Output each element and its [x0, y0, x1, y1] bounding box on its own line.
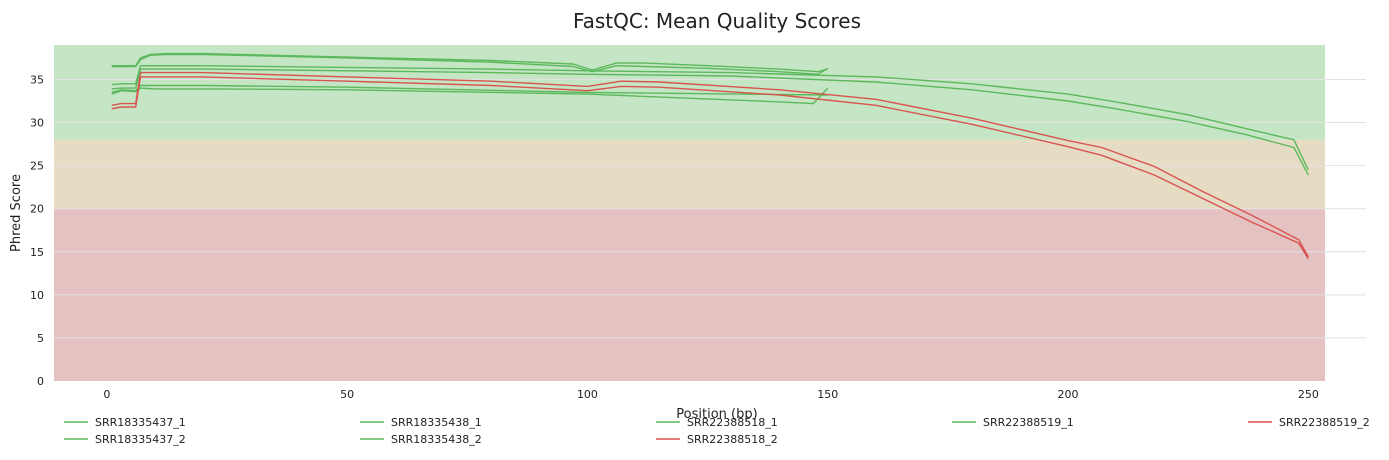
chart-title: FastQC: Mean Quality Scores	[573, 9, 861, 33]
y-tick-label: 5	[37, 332, 44, 345]
legend-label: SRR18335437_1	[95, 416, 186, 429]
grid-lines	[54, 78, 1366, 339]
series-line-srr18335438-1	[111, 52, 828, 73]
legend-label: SRR18335437_2	[95, 433, 186, 446]
legend-label: SRR22388519_2	[1279, 416, 1370, 429]
legend-label: SRR22388518_1	[687, 416, 778, 429]
legend-label: SRR22388519_1	[983, 416, 1074, 429]
legend-label: SRR18335438_2	[391, 433, 482, 446]
y-axis-label: Phred Score	[9, 174, 24, 252]
legend: SRR18335437_1 SRR18335437_2 SRR18335438_1 S…	[64, 416, 1370, 446]
y-tick-label: 35	[30, 73, 44, 86]
x-axis-label: Position (bp)	[676, 407, 757, 422]
series-lines	[111, 52, 1309, 260]
x-tick-label: 150	[817, 388, 838, 401]
quality-bands	[54, 45, 1325, 381]
series-line-srr18335437-1	[111, 53, 829, 76]
x-tick-label: 100	[577, 388, 598, 401]
y-axis-ticks: 0 5 10 15 20 25 30 35	[30, 73, 44, 388]
quality-band-1	[54, 139, 1325, 209]
x-tick-label: 200	[1058, 388, 1079, 401]
legend-label: SRR18335438_1	[391, 416, 482, 429]
series-line-srr22388519-1	[111, 68, 1309, 176]
y-tick-label: 0	[37, 375, 44, 388]
y-tick-label: 15	[30, 246, 44, 259]
series-line-srr18335438-2	[111, 84, 828, 96]
y-tick-label: 20	[30, 203, 44, 216]
series-line-srr18335437-2	[111, 87, 829, 105]
x-axis-ticks: 0 50 100 150 200 250	[103, 388, 1318, 401]
x-tick-label: 250	[1298, 388, 1319, 401]
legend-label: SRR22388518_2	[687, 433, 778, 446]
x-tick-label: 50	[340, 388, 354, 401]
x-tick-label: 0	[103, 388, 110, 401]
y-tick-label: 30	[30, 117, 44, 130]
quality-band-2	[54, 45, 1325, 140]
y-tick-label: 25	[30, 160, 44, 173]
y-tick-label: 10	[30, 289, 44, 302]
series-line-srr22388519-2	[111, 76, 1309, 260]
series-line-srr22388518-2	[111, 71, 1309, 258]
series-line-srr22388518-1	[111, 64, 1309, 171]
